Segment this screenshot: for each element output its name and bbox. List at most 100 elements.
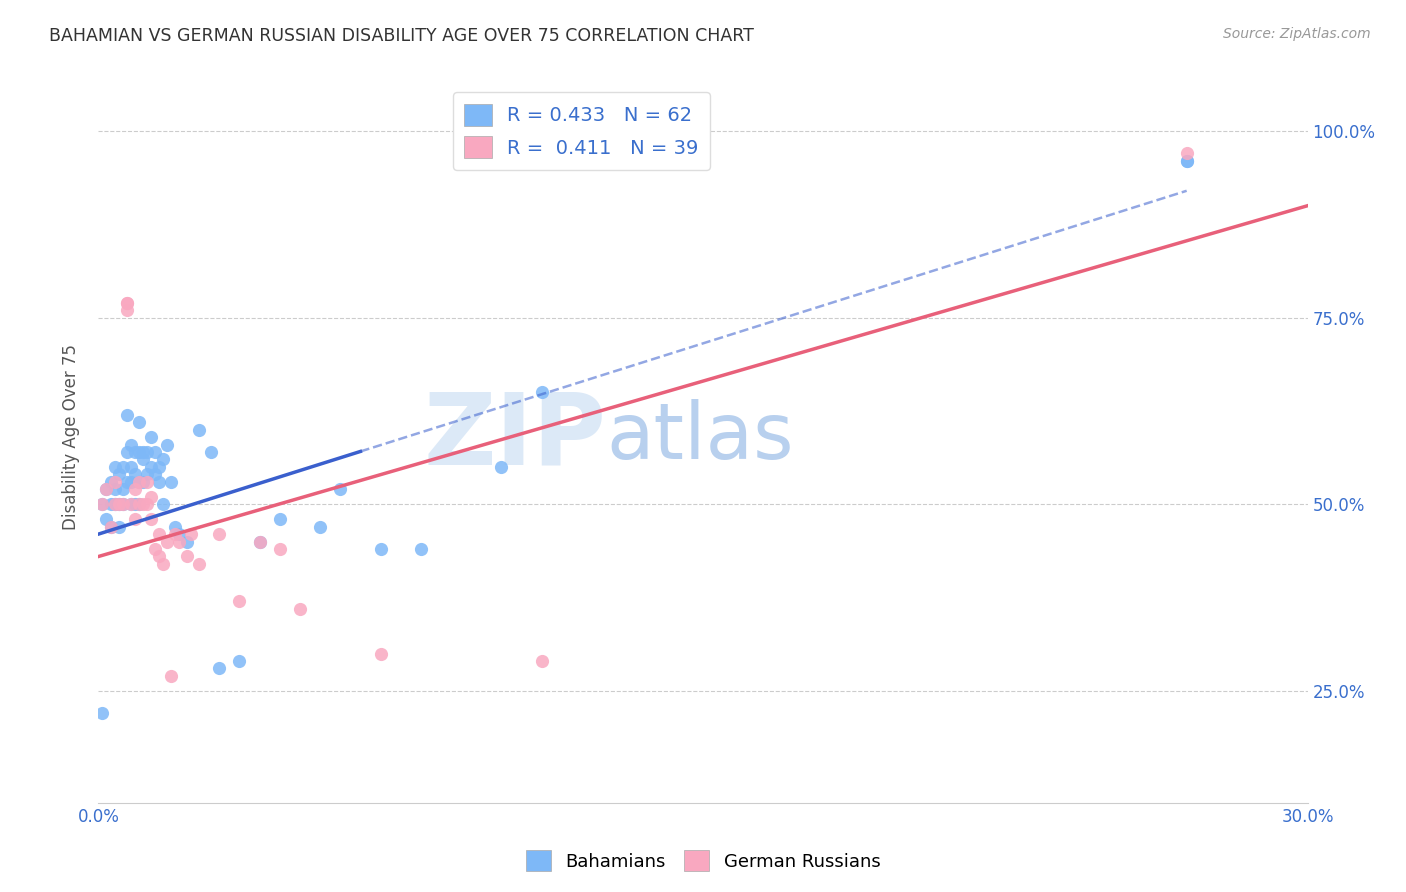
- Point: [128, 445, 150, 459]
- Point: [115, 303, 138, 318]
- Point: [1175, 153, 1198, 168]
- Point: [409, 542, 432, 557]
- Legend: Bahamians, German Russians: Bahamians, German Russians: [519, 843, 887, 879]
- Point: [100, 519, 122, 533]
- Text: ZIP: ZIP: [423, 389, 606, 485]
- Point: [135, 467, 157, 482]
- Point: [530, 654, 553, 668]
- Point: [115, 295, 138, 310]
- Point: [128, 497, 150, 511]
- Point: [91, 497, 114, 511]
- Point: [120, 459, 142, 474]
- Point: [180, 527, 202, 541]
- Point: [135, 445, 157, 459]
- Point: [156, 437, 179, 451]
- Point: [491, 459, 513, 474]
- Point: [128, 475, 150, 489]
- Y-axis label: Disability Age Over 75: Disability Age Over 75: [62, 344, 80, 530]
- Point: [120, 497, 142, 511]
- Point: [152, 497, 174, 511]
- Point: [208, 661, 231, 675]
- Point: [156, 534, 179, 549]
- Point: [188, 423, 211, 437]
- Point: [100, 475, 122, 489]
- Point: [135, 497, 157, 511]
- Point: [91, 706, 114, 721]
- Point: [111, 497, 134, 511]
- Point: [188, 557, 211, 571]
- Point: [103, 475, 125, 489]
- Point: [370, 647, 392, 661]
- Point: [152, 557, 174, 571]
- Point: [228, 654, 250, 668]
- Point: [128, 497, 150, 511]
- Text: atlas: atlas: [606, 399, 794, 475]
- Point: [269, 512, 291, 526]
- Point: [143, 467, 166, 482]
- Point: [115, 445, 138, 459]
- Point: [329, 483, 352, 497]
- Point: [107, 519, 129, 533]
- Point: [132, 497, 155, 511]
- Point: [120, 497, 142, 511]
- Point: [139, 459, 162, 474]
- Text: BAHAMIAN VS GERMAN RUSSIAN DISABILITY AGE OVER 75 CORRELATION CHART: BAHAMIAN VS GERMAN RUSSIAN DISABILITY AG…: [49, 27, 754, 45]
- Point: [208, 527, 231, 541]
- Point: [160, 475, 183, 489]
- Point: [128, 415, 150, 429]
- Point: [103, 497, 125, 511]
- Point: [100, 519, 122, 533]
- Point: [96, 483, 118, 497]
- Point: [111, 497, 134, 511]
- Point: [163, 527, 186, 541]
- Point: [167, 534, 190, 549]
- Point: [139, 512, 162, 526]
- Legend: R = 0.433   N = 62, R =  0.411   N = 39: R = 0.433 N = 62, R = 0.411 N = 39: [453, 92, 710, 170]
- Point: [288, 601, 311, 615]
- Point: [103, 459, 125, 474]
- Point: [124, 512, 146, 526]
- Point: [132, 452, 155, 467]
- Point: [96, 512, 118, 526]
- Point: [111, 483, 134, 497]
- Point: [96, 483, 118, 497]
- Point: [103, 483, 125, 497]
- Point: [124, 467, 146, 482]
- Point: [249, 534, 271, 549]
- Point: [269, 542, 291, 557]
- Point: [1175, 146, 1198, 161]
- Point: [135, 475, 157, 489]
- Point: [148, 527, 170, 541]
- Point: [111, 459, 134, 474]
- Point: [249, 534, 271, 549]
- Point: [143, 445, 166, 459]
- Point: [124, 483, 146, 497]
- Point: [115, 408, 138, 422]
- Point: [107, 467, 129, 482]
- Point: [120, 437, 142, 451]
- Point: [148, 549, 170, 564]
- Point: [120, 475, 142, 489]
- Point: [115, 295, 138, 310]
- Point: [152, 452, 174, 467]
- Point: [107, 497, 129, 511]
- Point: [103, 497, 125, 511]
- Point: [200, 445, 222, 459]
- Text: Source: ZipAtlas.com: Source: ZipAtlas.com: [1223, 27, 1371, 41]
- Point: [139, 490, 162, 504]
- Point: [148, 459, 170, 474]
- Point: [139, 430, 162, 444]
- Point: [91, 497, 114, 511]
- Point: [163, 519, 186, 533]
- Point: [160, 669, 183, 683]
- Point: [100, 497, 122, 511]
- Point: [115, 475, 138, 489]
- Point: [167, 527, 190, 541]
- Point: [132, 475, 155, 489]
- Point: [148, 475, 170, 489]
- Point: [176, 534, 198, 549]
- Point: [370, 542, 392, 557]
- Point: [309, 519, 332, 533]
- Point: [1175, 153, 1198, 168]
- Point: [128, 475, 150, 489]
